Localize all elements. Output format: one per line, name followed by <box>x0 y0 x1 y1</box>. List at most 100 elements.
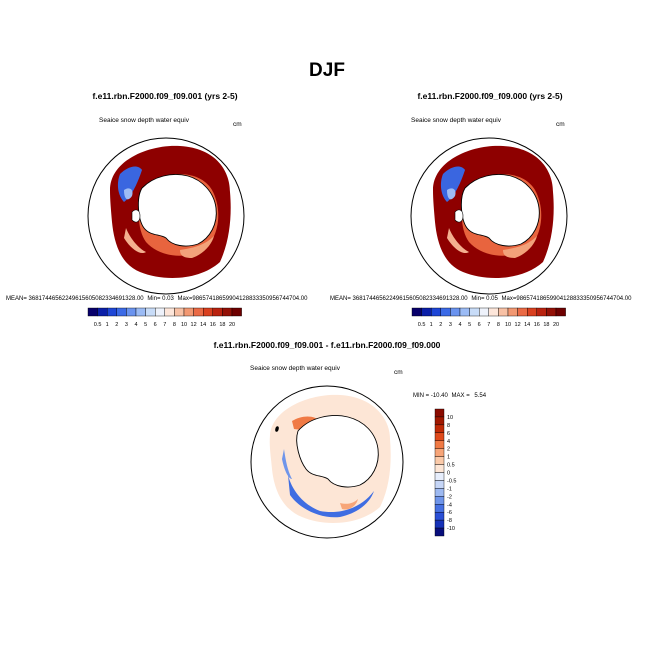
panel2-colorbar-tick: 5 <box>468 322 471 328</box>
panel3-colorbar-tick: -8 <box>447 518 452 524</box>
panel2-colorbar-swatch <box>555 307 566 317</box>
panel1-colorbar-swatch <box>174 307 185 317</box>
panel1-colorbar-swatch <box>154 307 165 317</box>
panel2-colorbar-swatch <box>546 307 557 317</box>
panel2-colorbar-swatch <box>450 307 461 317</box>
panel3-colorbar-swatch <box>434 432 445 441</box>
panel3-colorbar-tick: -4 <box>447 502 452 508</box>
panel2-colorbar-tick: 4 <box>458 322 461 328</box>
panel3-colorbar-tick: 0.5 <box>447 463 455 469</box>
panel2-colorbar-swatch <box>411 307 422 317</box>
panel3-map <box>250 385 404 539</box>
panel2-colorbar-tick: 16 <box>534 322 540 328</box>
panel3-title: f.e11.rbn.F2000.f09_f09.001 - f.e11.rbn.… <box>213 340 441 350</box>
panel2-colorbar-tick: 1 <box>430 322 433 328</box>
panel3-min: -10.40 <box>430 393 448 399</box>
panel1-colorbar-swatch <box>193 307 204 317</box>
panel2-mean-label: MEAN= <box>330 296 351 302</box>
panel3-colorbar-tick: -2 <box>447 494 452 500</box>
panel2-colorbar-swatch <box>507 307 518 317</box>
panel3-max-label: MAX = <box>451 393 470 399</box>
panel1-colorbar-tick: 18 <box>219 322 225 328</box>
panel2-max-label: Max= <box>501 296 517 302</box>
panel1-units: cm <box>233 121 242 128</box>
panel1-colorbar-swatch <box>202 307 213 317</box>
panel3-colorbar-tick: 8 <box>447 423 450 429</box>
panel3-colorbar-swatch <box>434 527 445 537</box>
panel2-mean: 36817446562249615605082334691328.00 <box>352 296 468 302</box>
panel1-colorbar-tick: 10 <box>181 322 187 328</box>
panel2-colorbar-swatch <box>498 307 509 317</box>
panel1-colorbar-swatch <box>116 307 127 317</box>
panel1-max-label: Max= <box>177 296 193 302</box>
panel3-colorbar-swatch <box>434 504 445 513</box>
panel1-min: 0.03 <box>162 296 174 302</box>
panel3-field-label: Seaice snow depth water equiv <box>250 365 340 372</box>
panel3-colorbar-swatch <box>434 488 445 497</box>
panel1-colorbar: 0.5 1 2 3 4 5 6 7 8 10 12 14 16 18 20 <box>87 307 242 328</box>
panel1-colorbar-tick: 2 <box>115 322 118 328</box>
panel3-colorbar-tick: -1 <box>447 486 452 492</box>
panel2-colorbar-tick: 18 <box>543 322 549 328</box>
panel2-colorbar-tick: 7 <box>487 322 490 328</box>
panel1-colorbar-tick: 8 <box>173 322 176 328</box>
panel1-colorbar-tick: 14 <box>200 322 206 328</box>
panel1-title: f.e11.rbn.F2000.f09_f09.001 (yrs 2-5) <box>92 91 238 101</box>
panel2-colorbar-swatch <box>421 307 432 317</box>
panel3-colorbar-tick: 10 <box>447 415 453 421</box>
panel1-colorbar-tick: 16 <box>210 322 216 328</box>
panel3-colorbar-tick: 0 <box>447 471 450 477</box>
figure-title: DJF <box>309 60 345 81</box>
panel2-colorbar-tick: 2 <box>439 322 442 328</box>
panel2-colorbar-tick: 10 <box>505 322 511 328</box>
panel2-colorbar-tick: 0.5 <box>418 322 426 328</box>
panel1-colorbar-swatch <box>126 307 137 317</box>
panel1-colorbar-swatch <box>107 307 118 317</box>
panel2-colorbar-swatch <box>459 307 470 317</box>
panel3-colorbar-tick: 4 <box>447 439 450 445</box>
panel3-min-label: MIN = <box>413 393 430 399</box>
panel2-colorbar-swatch <box>536 307 547 317</box>
panel2-colorbar-swatch <box>440 307 451 317</box>
panel1-mean: 36817446562249615605082334691328.00 <box>28 296 144 302</box>
panel3-units: cm <box>394 369 403 376</box>
panel1-colorbar-tick: 0.5 <box>94 322 102 328</box>
panel2-ice-field <box>433 145 554 278</box>
panel1-colorbar-tick: 1 <box>106 322 109 328</box>
panel1-colorbar-swatch <box>135 307 146 317</box>
panel1-colorbar-tick: 4 <box>134 322 137 328</box>
panel1-colorbar-swatch <box>164 307 175 317</box>
panel1-colorbar-swatch <box>231 307 242 317</box>
panel3-colorbar-tick: 6 <box>447 431 450 437</box>
panel3-colorbar-tick: -10 <box>447 526 455 532</box>
panel1-colorbar-swatch <box>145 307 156 317</box>
panel2-colorbar-swatch <box>517 307 528 317</box>
panel2-colorbar-swatch <box>488 307 499 317</box>
panel1-ice-field <box>110 145 231 278</box>
panel2-units: cm <box>556 121 565 128</box>
panel3-colorbar-swatch <box>434 408 445 418</box>
panel2-colorbar-swatch <box>478 307 489 317</box>
panel1-stats: MEAN= 36817446562249615605082334691328.0… <box>6 296 307 302</box>
panel3-colorbar-tick: 2 <box>447 447 450 453</box>
panel1-colorbar-tick: 7 <box>163 322 166 328</box>
panel3-stats: MIN = -10.40 MAX = 5.54 <box>413 393 486 399</box>
panel3-colorbar-swatch <box>434 456 445 465</box>
panel2-colorbar-tick: 3 <box>449 322 452 328</box>
panel1-colorbar-swatch <box>183 307 194 317</box>
panel2-colorbar-tick: 6 <box>478 322 481 328</box>
panel3-max: 5.54 <box>474 393 487 399</box>
panel2-min-label: Min= <box>471 296 485 302</box>
panel3-colorbar-swatch <box>434 472 445 481</box>
panel2-colorbar-swatch <box>431 307 442 317</box>
panel3-colorbar-swatch <box>434 424 445 434</box>
panel3-colorbar-tick: -6 <box>447 510 452 516</box>
panel2-map <box>410 137 568 295</box>
panel3-colorbar-swatch <box>434 448 445 457</box>
panel2-stats: MEAN= 36817446562249615605082334691328.0… <box>330 296 631 302</box>
panel2-colorbar-tick: 14 <box>524 322 530 328</box>
panel3-colorbar-swatch <box>434 519 445 529</box>
panel2-field-label: Seaice snow depth water equiv <box>411 117 501 124</box>
panel3-colorbar-swatch <box>434 496 445 505</box>
panel1-colorbar-swatch <box>97 307 108 317</box>
